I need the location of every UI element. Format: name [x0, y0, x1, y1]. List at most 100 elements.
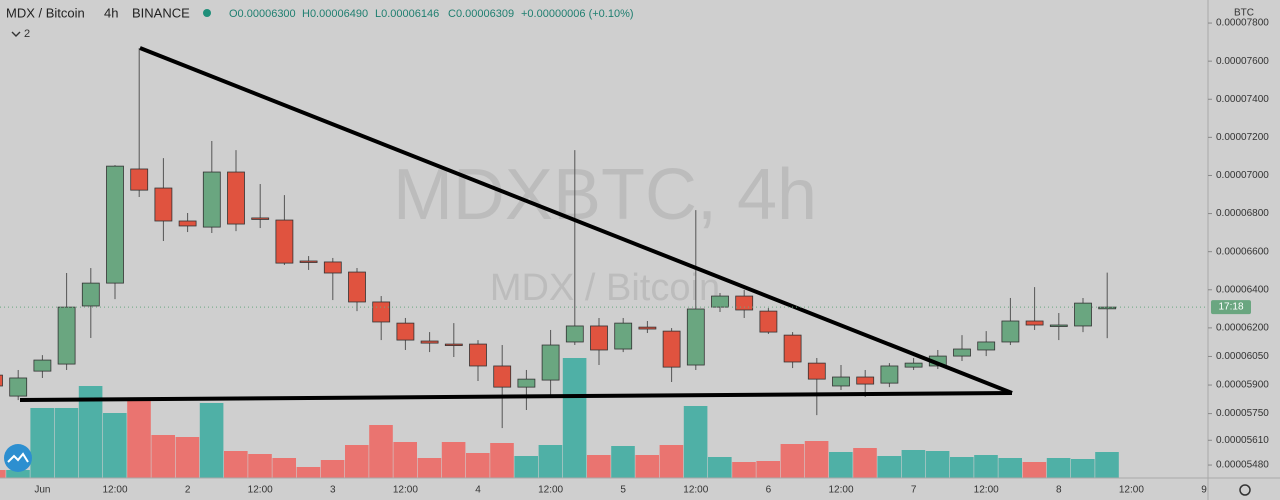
settings[interactable] [1239, 484, 1251, 496]
currency[interactable]: BTC [1234, 8, 1254, 19]
candle-body [57, 306, 76, 365]
x-tick-label: 4 [475, 485, 481, 496]
y-tick-label: 0.00006400 [1216, 284, 1269, 295]
volume-bar [635, 455, 659, 478]
candle-body [493, 365, 512, 388]
candle-body [348, 271, 366, 303]
candle-layer [0, 48, 1117, 429]
legend-open: O0.00006300 [229, 8, 296, 20]
candle-body [81, 282, 100, 307]
candle-body [1049, 324, 1068, 327]
y-tick-label: 0.00006050 [1216, 351, 1269, 362]
volume-bar [901, 450, 926, 478]
legend-high: H0.00006490 [302, 8, 368, 20]
candle-body [323, 261, 342, 274]
candle-body [0, 374, 3, 387]
indicator-toggle[interactable] [11, 31, 21, 37]
volume-bar [369, 425, 393, 478]
volume-bar [708, 457, 732, 478]
volume-bar [417, 458, 442, 478]
candle-body [711, 295, 729, 308]
volume-bar [950, 457, 974, 478]
volume-bar [296, 467, 321, 478]
volume-bar [6, 470, 30, 478]
trendline-lower[interactable] [19, 391, 1013, 402]
volume-bar [441, 442, 466, 478]
x-tick-label: 7 [911, 485, 917, 496]
y-tick-label: 0.00007600 [1216, 56, 1269, 67]
candle-body [396, 322, 415, 341]
candle-body [106, 165, 124, 284]
volume-bar [538, 445, 563, 478]
y-tick-label: 0.00005480 [1216, 460, 1269, 471]
volume-bar [829, 452, 853, 478]
candle-body [1025, 320, 1044, 326]
x-tick-label: 2 [185, 485, 191, 496]
x-tick-label: 8 [1056, 485, 1062, 496]
countdown: 17:18 [1218, 302, 1243, 313]
y-tick-label: 0.00007400 [1216, 94, 1269, 105]
symbol[interactable]: MDX / Bitcoin [6, 5, 85, 20]
indicator-count[interactable]: 2 [24, 28, 30, 40]
exchange: BINANCE [132, 5, 190, 20]
volume-bar [0, 470, 6, 478]
x-tick-label: 12:00 [1119, 485, 1144, 496]
volume-bar [151, 435, 175, 478]
volume-bar [1071, 459, 1095, 478]
volume-bar [199, 403, 224, 478]
volume-bar [1095, 452, 1119, 478]
volume-bar [732, 462, 756, 478]
candle-body [420, 340, 439, 344]
x-tick-label: Jun [34, 485, 50, 496]
y-tick-label: 0.00006600 [1216, 246, 1269, 257]
logo[interactable] [4, 444, 32, 472]
x-tick-label: 12:00 [828, 485, 853, 496]
volume-bar [853, 448, 877, 478]
volume-bar [562, 358, 587, 478]
logo-mark [7, 452, 29, 463]
candle-body [1074, 302, 1092, 327]
candle-body [832, 376, 850, 387]
volume-bar [127, 400, 151, 478]
volume-bar [587, 455, 611, 478]
y-tick-label: 0.00007000 [1216, 170, 1269, 181]
candle-body [372, 301, 391, 323]
candle-body [783, 334, 802, 363]
volume-layer [0, 358, 1119, 478]
candle-body [251, 217, 270, 220]
candle-body [662, 330, 681, 368]
candle-body [807, 362, 826, 380]
candle-body [1098, 306, 1117, 310]
candle-body [444, 343, 463, 346]
y-tick-label: 0.00005900 [1216, 380, 1269, 391]
y-tick-label: 0.00005610 [1216, 435, 1269, 446]
candle-body [759, 310, 778, 333]
volume-bar [1046, 458, 1071, 478]
candle-body [686, 308, 705, 366]
legend-close: C0.00006309 [448, 8, 514, 20]
volume-bar [683, 406, 708, 478]
x-tick-label: 9 [1201, 485, 1207, 496]
candle-body [469, 343, 487, 367]
candle-body [9, 377, 28, 397]
trendline-upper[interactable] [139, 46, 1013, 395]
candle-body [953, 348, 971, 357]
x-tick-label: 12:00 [102, 485, 127, 496]
volume-bar [611, 446, 635, 478]
volume-bar [1022, 462, 1047, 478]
candle-body [227, 171, 245, 225]
candle-body [614, 322, 633, 350]
volume-bar [998, 458, 1022, 478]
countdown-tag [1211, 300, 1251, 315]
volume-bar [925, 451, 950, 478]
volume-bar [877, 456, 901, 478]
volume-bar [659, 445, 684, 478]
candle-body [590, 325, 608, 351]
volume-bar [974, 455, 998, 478]
candle-body [856, 376, 875, 385]
volume-bar [756, 461, 780, 478]
y-tick-label: 0.00006800 [1216, 208, 1269, 219]
volume-bar [345, 445, 369, 478]
y-tick-label: 0.00007800 [1216, 18, 1269, 29]
